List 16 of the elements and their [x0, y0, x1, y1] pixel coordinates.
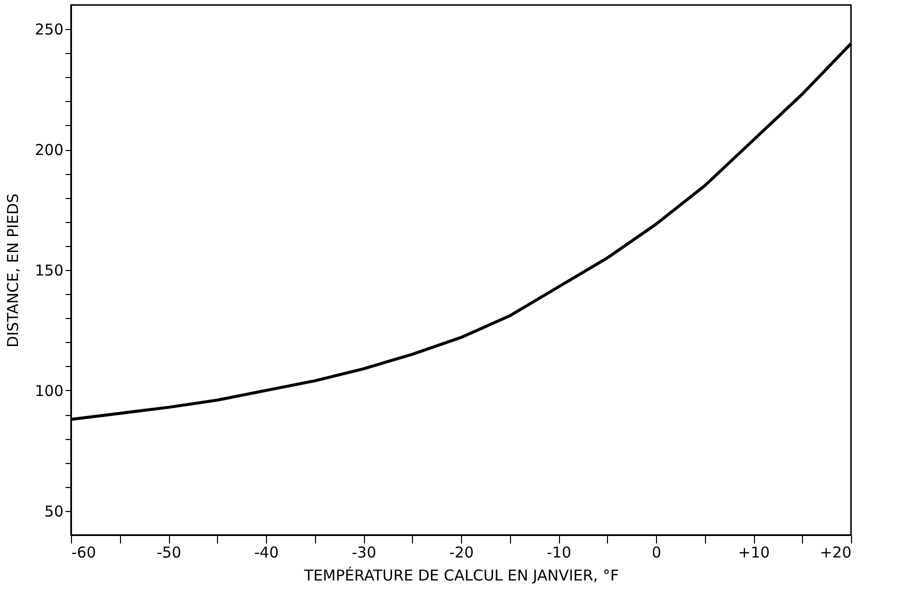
x-tick-label: -10	[546, 544, 572, 562]
y-tick-label: 50	[44, 502, 64, 520]
y-tick-label: 250	[34, 20, 64, 39]
x-tick-label: -60	[72, 544, 96, 562]
x-axis-title: TEMPÉRATURE DE CALCUL EN JANVIER, °F	[303, 566, 619, 584]
y-tick-label: 100	[34, 382, 64, 400]
y-tick-label: 200	[34, 141, 64, 160]
x-tick-label: +10	[738, 544, 770, 562]
x-tick-label: -30	[352, 544, 376, 562]
y-axis-title: DISTANCE, EN PIEDS	[4, 194, 22, 348]
x-tick-label: -20	[449, 544, 474, 562]
x-tick-label: -50	[156, 544, 182, 562]
y-tick-label: 150	[34, 262, 64, 280]
x-tick-label: -40	[254, 544, 279, 562]
x-tick-label: 0	[652, 544, 662, 562]
x-tick-label: +20	[820, 544, 852, 562]
